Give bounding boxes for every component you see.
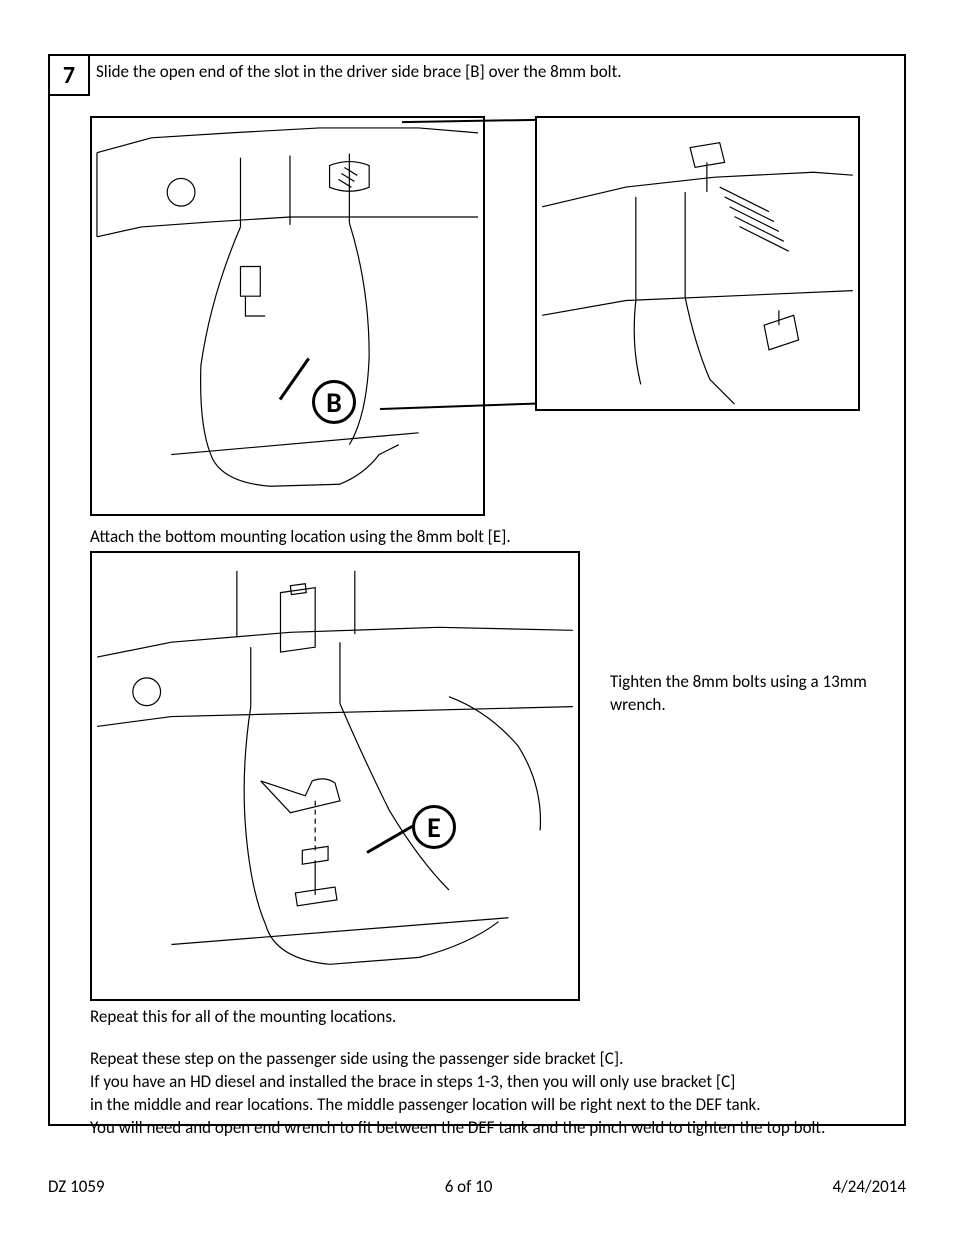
label-e-text: E (427, 810, 441, 845)
drawing-main (92, 118, 483, 514)
footer-doc-id: DZ 1059 (48, 1176, 105, 1197)
drawing-detail (537, 118, 858, 409)
page: 7 Slide the open end of the slot in the … (0, 0, 954, 1235)
footer-page: 6 of 10 (445, 1176, 493, 1197)
footer-date: 4/24/2014 (833, 1176, 906, 1197)
passenger-instruction: Repeat these step on the passenger side … (90, 1048, 880, 1140)
callout-label-b: B (312, 380, 356, 424)
figure-bottom: E (90, 551, 580, 1001)
figure-detail (535, 116, 860, 411)
mid-instruction: Attach the bottom mounting location usin… (90, 526, 511, 549)
step-number-box: 7 (48, 54, 90, 96)
drawing-bottom (92, 553, 578, 999)
repeat-instruction: Repeat this for all of the mounting loca… (90, 1006, 396, 1029)
figure-main: B (90, 116, 485, 516)
page-footer: DZ 1059 6 of 10 4/24/2014 (48, 1176, 906, 1197)
top-instruction: Slide the open end of the slot in the dr… (96, 61, 622, 84)
label-b-text: B (326, 385, 342, 420)
step-number: 7 (63, 61, 75, 90)
step-container: 7 Slide the open end of the slot in the … (48, 54, 906, 1126)
callout-label-e: E (412, 805, 456, 849)
tighten-instruction: Tighten the 8mm bolts using a 13mm wrenc… (610, 671, 870, 717)
